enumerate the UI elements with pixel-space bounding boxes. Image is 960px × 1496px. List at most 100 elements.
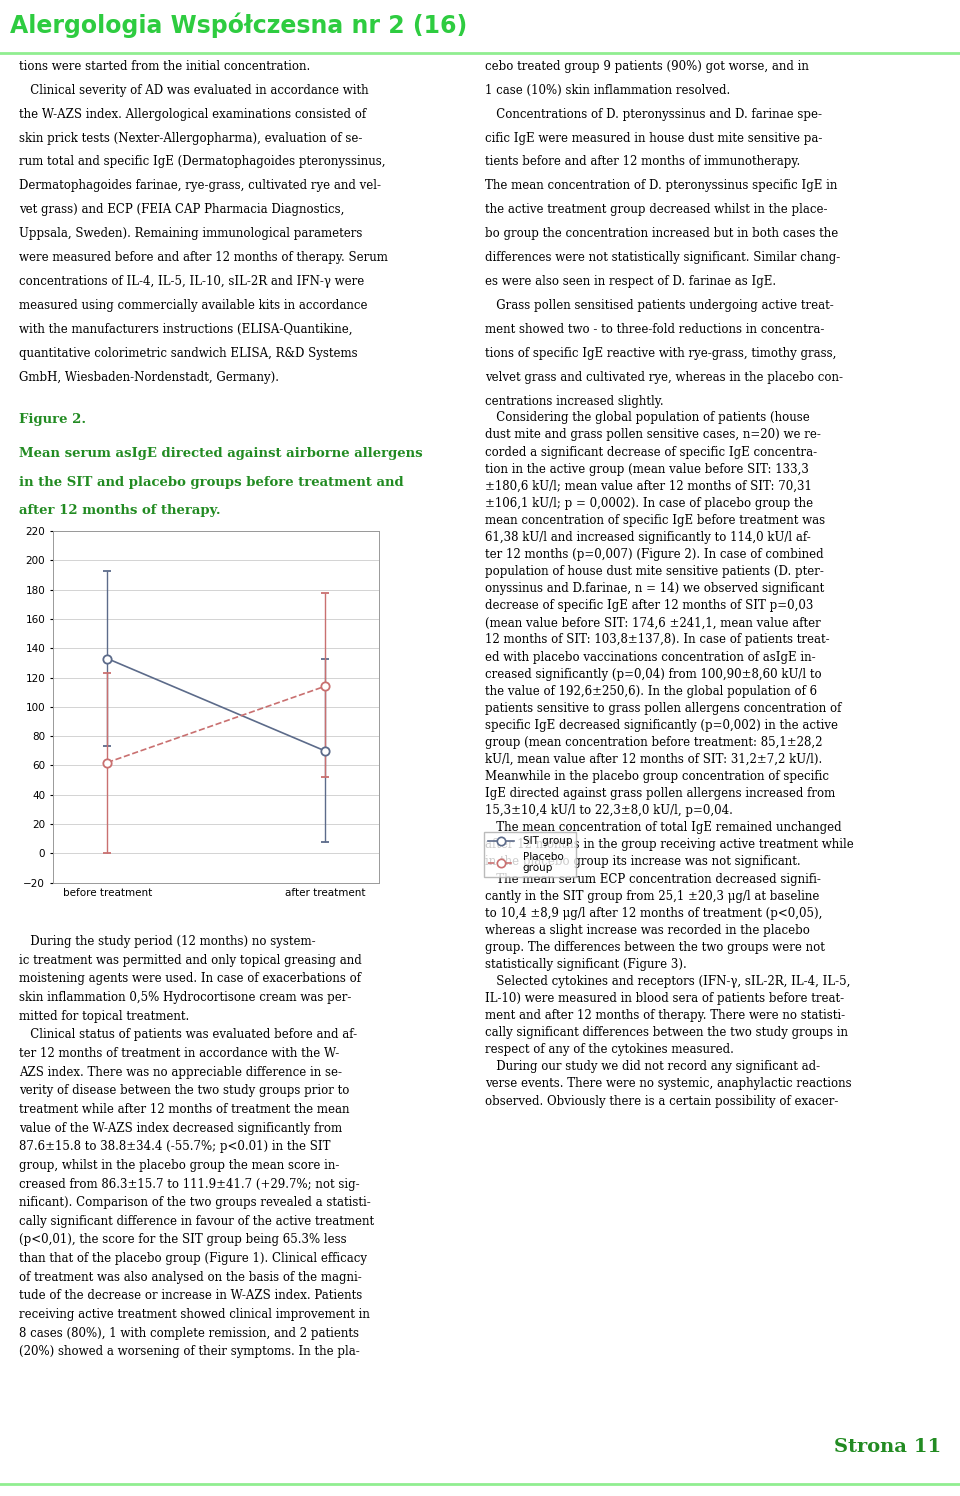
Text: tude of the decrease or increase in W-AZS index. Patients: tude of the decrease or increase in W-AZ… [19, 1290, 363, 1303]
Text: tions were started from the initial concentration.: tions were started from the initial conc… [19, 60, 310, 73]
Text: tions of specific IgE reactive with rye-grass, timothy grass,: tions of specific IgE reactive with rye-… [485, 347, 836, 359]
Text: bo group the concentration increased but in both cases the: bo group the concentration increased but… [485, 227, 838, 241]
Text: 87.6±15.8 to 38.8±34.4 (-55.7%; p<0.01) in the SIT: 87.6±15.8 to 38.8±34.4 (-55.7%; p<0.01) … [19, 1140, 330, 1153]
Text: the value of 192,6±250,6). In the global population of 6: the value of 192,6±250,6). In the global… [485, 685, 817, 697]
Text: ment and after 12 months of therapy. There were no statisti-: ment and after 12 months of therapy. The… [485, 1010, 845, 1022]
Text: rum total and specific IgE (Dermatophagoides pteronyssinus,: rum total and specific IgE (Dermatophago… [19, 156, 386, 169]
Text: Mean serum asIgE directed against airborne allergens: Mean serum asIgE directed against airbor… [19, 447, 422, 461]
Text: 12 months of SIT: 103,8±137,8). In case of patients treat-: 12 months of SIT: 103,8±137,8). In case … [485, 633, 829, 646]
Text: patients sensitive to grass pollen allergens concentration of: patients sensitive to grass pollen aller… [485, 702, 841, 715]
Text: specific IgE decreased significantly (p=0,002) in the active: specific IgE decreased significantly (p=… [485, 718, 838, 732]
Text: corded a significant decrease of specific IgE concentra-: corded a significant decrease of specifi… [485, 446, 817, 459]
Text: ter 12 months of treatment in accordance with the W-: ter 12 months of treatment in accordance… [19, 1047, 340, 1061]
Text: Clinical status of patients was evaluated before and af-: Clinical status of patients was evaluate… [19, 1028, 357, 1041]
Text: cantly in the SIT group from 25,1 ±20,3 μg/l at baseline: cantly in the SIT group from 25,1 ±20,3 … [485, 890, 819, 902]
Text: differences were not statistically significant. Similar chang-: differences were not statistically signi… [485, 251, 840, 265]
Text: centrations increased slightly.: centrations increased slightly. [485, 395, 663, 407]
Text: AZS index. There was no appreciable difference in se-: AZS index. There was no appreciable diff… [19, 1065, 342, 1079]
Text: onyssinus and D.farinae, n = 14) we observed significant: onyssinus and D.farinae, n = 14) we obse… [485, 582, 824, 595]
Text: (mean value before SIT: 174,6 ±241,1, mean value after: (mean value before SIT: 174,6 ±241,1, me… [485, 616, 821, 630]
Text: ±180,6 kU/l; mean value after 12 months of SIT: 70,31: ±180,6 kU/l; mean value after 12 months … [485, 480, 811, 492]
Text: Concentrations of D. pteronyssinus and D. farinae spe-: Concentrations of D. pteronyssinus and D… [485, 108, 822, 121]
Text: decrease of specific IgE after 12 months of SIT p=0,03: decrease of specific IgE after 12 months… [485, 600, 813, 612]
Text: Meanwhile in the placebo group concentration of specific: Meanwhile in the placebo group concentra… [485, 770, 828, 782]
Text: the W-AZS index. Allergological examinations consisted of: the W-AZS index. Allergological examinat… [19, 108, 367, 121]
Text: 8 cases (80%), 1 with complete remission, and 2 patients: 8 cases (80%), 1 with complete remission… [19, 1327, 359, 1340]
Text: dust mite and grass pollen sensitive cases, n=20) we re-: dust mite and grass pollen sensitive cas… [485, 428, 821, 441]
Text: after 12 months in the group receiving active treatment while: after 12 months in the group receiving a… [485, 838, 853, 851]
Text: than that of the placebo group (Figure 1). Clinical efficacy: than that of the placebo group (Figure 1… [19, 1252, 367, 1266]
Text: kU/l, mean value after 12 months of SIT: 31,2±7,2 kU/l).: kU/l, mean value after 12 months of SIT:… [485, 752, 822, 766]
Text: receiving active treatment showed clinical improvement in: receiving active treatment showed clinic… [19, 1308, 370, 1321]
Text: value of the W-AZS index decreased significantly from: value of the W-AZS index decreased signi… [19, 1122, 343, 1134]
Text: ment showed two - to three-fold reductions in concentra-: ment showed two - to three-fold reductio… [485, 323, 825, 335]
Text: measured using commercially available kits in accordance: measured using commercially available ki… [19, 299, 368, 311]
Text: were measured before and after 12 months of therapy. Serum: were measured before and after 12 months… [19, 251, 388, 265]
Text: in the placebo group its increase was not significant.: in the placebo group its increase was no… [485, 856, 801, 869]
Text: ed with placebo vaccinations concentration of asIgE in-: ed with placebo vaccinations concentrati… [485, 651, 815, 664]
Text: skin inflammation 0,5% Hydrocortisone cream was per-: skin inflammation 0,5% Hydrocortisone cr… [19, 990, 351, 1004]
Text: moistening agents were used. In case of exacerbations of: moistening agents were used. In case of … [19, 972, 361, 986]
Text: population of house dust mite sensitive patients (D. pter-: population of house dust mite sensitive … [485, 565, 824, 577]
Text: vet grass) and ECP (FEIA CAP Pharmacia Diagnostics,: vet grass) and ECP (FEIA CAP Pharmacia D… [19, 203, 345, 217]
Text: During the study period (12 months) no system-: During the study period (12 months) no s… [19, 935, 316, 948]
Text: Grass pollen sensitised patients undergoing active treat-: Grass pollen sensitised patients undergo… [485, 299, 833, 311]
Text: 1 case (10%) skin inflammation resolved.: 1 case (10%) skin inflammation resolved. [485, 84, 730, 97]
Text: tients before and after 12 months of immunotherapy.: tients before and after 12 months of imm… [485, 156, 800, 169]
Text: concentrations of IL-4, IL-5, IL-10, sIL-2R and IFN-γ were: concentrations of IL-4, IL-5, IL-10, sIL… [19, 275, 365, 289]
Text: Figure 2.: Figure 2. [19, 413, 86, 426]
Text: es were also seen in respect of D. farinae as IgE.: es were also seen in respect of D. farin… [485, 275, 776, 289]
Text: group. The differences between the two groups were not: group. The differences between the two g… [485, 941, 825, 954]
Text: The mean concentration of total IgE remained unchanged: The mean concentration of total IgE rema… [485, 821, 841, 835]
Text: velvet grass and cultivated rye, whereas in the placebo con-: velvet grass and cultivated rye, whereas… [485, 371, 843, 383]
Legend: SIT group, Placebo
group: SIT group, Placebo group [484, 832, 576, 878]
Text: IL-10) were measured in blood sera of patients before treat-: IL-10) were measured in blood sera of pa… [485, 992, 844, 1005]
Text: to 10,4 ±8,9 μg/l after 12 months of treatment (p<0,05),: to 10,4 ±8,9 μg/l after 12 months of tre… [485, 907, 822, 920]
Text: creased from 86.3±15.7 to 111.9±41.7 (+29.7%; not sig-: creased from 86.3±15.7 to 111.9±41.7 (+2… [19, 1177, 360, 1191]
Text: mean concentration of specific IgE before treatment was: mean concentration of specific IgE befor… [485, 513, 825, 527]
Text: after 12 months of therapy.: after 12 months of therapy. [19, 504, 221, 516]
Text: cific IgE were measured in house dust mite sensitive pa-: cific IgE were measured in house dust mi… [485, 132, 822, 145]
Text: tion in the active group (mean value before SIT: 133,3: tion in the active group (mean value bef… [485, 462, 808, 476]
Text: the active treatment group decreased whilst in the place-: the active treatment group decreased whi… [485, 203, 828, 217]
Text: group (mean concentration before treatment: 85,1±28,2: group (mean concentration before treatme… [485, 736, 823, 749]
Text: verse events. There were no systemic, anaphylactic reactions: verse events. There were no systemic, an… [485, 1077, 852, 1091]
Text: statistically significant (Figure 3).: statistically significant (Figure 3). [485, 957, 686, 971]
Text: Dermatophagoides farinae, rye-grass, cultivated rye and vel-: Dermatophagoides farinae, rye-grass, cul… [19, 180, 381, 193]
Text: Considering the global population of patients (house: Considering the global population of pat… [485, 411, 809, 425]
Text: Strona 11: Strona 11 [833, 1438, 941, 1456]
Text: 15,3±10,4 kU/l to 22,3±8,0 kU/l, p=0,04.: 15,3±10,4 kU/l to 22,3±8,0 kU/l, p=0,04. [485, 805, 732, 817]
Text: observed. Obviously there is a certain possibility of exacer-: observed. Obviously there is a certain p… [485, 1095, 838, 1107]
Text: Uppsala, Sweden). Remaining immunological parameters: Uppsala, Sweden). Remaining immunologica… [19, 227, 363, 241]
Text: with the manufacturers instructions (ELISA-Quantikine,: with the manufacturers instructions (ELI… [19, 323, 352, 335]
Text: During our study we did not record any significant ad-: During our study we did not record any s… [485, 1061, 820, 1074]
Text: treatment while after 12 months of treatment the mean: treatment while after 12 months of treat… [19, 1103, 349, 1116]
Text: respect of any of the cytokines measured.: respect of any of the cytokines measured… [485, 1043, 733, 1056]
Text: Selected cytokines and receptors (IFN-γ, sIL-2R, IL-4, IL-5,: Selected cytokines and receptors (IFN-γ,… [485, 975, 851, 987]
Text: in the SIT and placebo groups before treatment and: in the SIT and placebo groups before tre… [19, 476, 404, 489]
Text: Clinical severity of AD was evaluated in accordance with: Clinical severity of AD was evaluated in… [19, 84, 369, 97]
Text: creased significantly (p=0,04) from 100,90±8,60 kU/l to: creased significantly (p=0,04) from 100,… [485, 667, 822, 681]
Text: Alergologia Współczesna nr 2 (16): Alergologia Współczesna nr 2 (16) [10, 12, 467, 37]
Text: verity of disease between the two study groups prior to: verity of disease between the two study … [19, 1085, 349, 1097]
Text: GmbH, Wiesbaden-Nordenstadt, Germany).: GmbH, Wiesbaden-Nordenstadt, Germany). [19, 371, 279, 383]
Text: ter 12 months (p=0,007) (Figure 2). In case of combined: ter 12 months (p=0,007) (Figure 2). In c… [485, 548, 824, 561]
Text: mitted for topical treatment.: mitted for topical treatment. [19, 1010, 189, 1023]
Text: IgE directed against grass pollen allergens increased from: IgE directed against grass pollen allerg… [485, 787, 835, 800]
Text: The mean concentration of D. pteronyssinus specific IgE in: The mean concentration of D. pteronyssin… [485, 180, 837, 193]
Text: 61,38 kU/l and increased significantly to 114,0 kU/l af-: 61,38 kU/l and increased significantly t… [485, 531, 810, 545]
Text: cebo treated group 9 patients (90%) got worse, and in: cebo treated group 9 patients (90%) got … [485, 60, 808, 73]
Text: cally significant differences between the two study groups in: cally significant differences between th… [485, 1026, 848, 1040]
Text: The mean serum ECP concentration decreased signifi-: The mean serum ECP concentration decreas… [485, 872, 821, 886]
Text: (20%) showed a worsening of their symptoms. In the pla-: (20%) showed a worsening of their sympto… [19, 1345, 360, 1358]
Text: ic treatment was permitted and only topical greasing and: ic treatment was permitted and only topi… [19, 953, 362, 966]
Text: of treatment was also analysed on the basis of the magni-: of treatment was also analysed on the ba… [19, 1270, 362, 1284]
Text: nificant). Comparison of the two groups revealed a statisti-: nificant). Comparison of the two groups … [19, 1197, 371, 1209]
Text: whereas a slight increase was recorded in the placebo: whereas a slight increase was recorded i… [485, 923, 809, 936]
Text: quantitative colorimetric sandwich ELISA, R&D Systems: quantitative colorimetric sandwich ELISA… [19, 347, 358, 359]
Text: ±106,1 kU/l; p = 0,0002). In case of placebo group the: ±106,1 kU/l; p = 0,0002). In case of pla… [485, 497, 813, 510]
Text: skin prick tests (Nexter-Allergopharma), evaluation of se-: skin prick tests (Nexter-Allergopharma),… [19, 132, 363, 145]
Text: (p<0,01), the score for the SIT group being 65.3% less: (p<0,01), the score for the SIT group be… [19, 1234, 347, 1246]
Text: cally significant difference in favour of the active treatment: cally significant difference in favour o… [19, 1215, 374, 1228]
Text: group, whilst in the placebo group the mean score in-: group, whilst in the placebo group the m… [19, 1159, 340, 1171]
